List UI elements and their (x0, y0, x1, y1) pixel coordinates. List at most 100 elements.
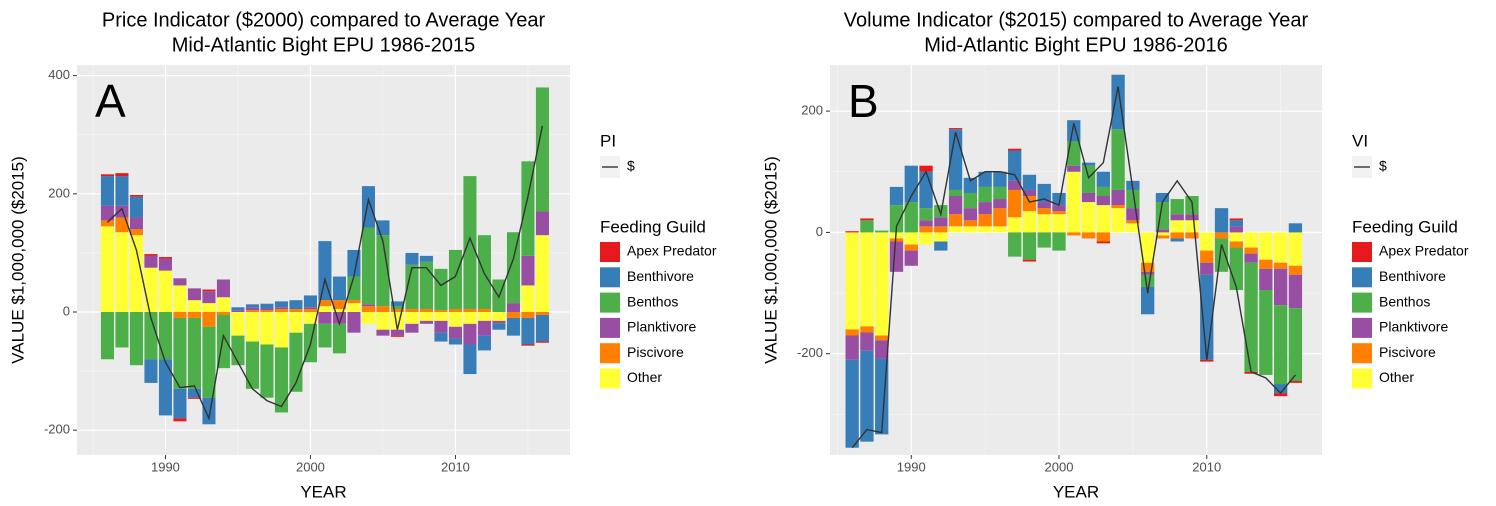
bar-segment (1288, 381, 1303, 383)
bar-segment (919, 171, 933, 209)
bar-segment (202, 291, 216, 304)
legend-label: Other (627, 369, 662, 385)
bar-segment (1170, 220, 1184, 233)
bar-segment (260, 303, 274, 309)
bar-segment (492, 312, 506, 321)
bar-segment (1273, 384, 1288, 394)
bar-segment (1022, 196, 1037, 212)
bar-segment (904, 250, 918, 266)
legend-key (1352, 292, 1372, 313)
bar-segment (231, 335, 245, 366)
bar-segment (1288, 223, 1303, 233)
bar-segment (115, 232, 129, 312)
bar-segment (361, 312, 375, 324)
bar-segment (129, 217, 143, 230)
bar-segment (289, 312, 303, 333)
bar-segment (158, 258, 172, 271)
bar-segment (274, 312, 288, 348)
bar-segment (1081, 232, 1096, 239)
bar-segment (492, 320, 506, 324)
bar-segment (1052, 214, 1066, 233)
bar-segment (993, 208, 1007, 227)
legend-key (1352, 242, 1372, 262)
bar-segment (904, 232, 918, 245)
bar-segment (1185, 220, 1199, 233)
bar-segment (845, 231, 859, 233)
bar-segment (144, 267, 158, 312)
x-tick-label: 1990 (151, 459, 180, 474)
bar-segment (535, 87, 549, 212)
bar-segment (260, 310, 274, 312)
bar-segment (934, 226, 948, 233)
bar-segment (1126, 189, 1140, 209)
chart-title: Volume Indicator ($2015) compared to Ave… (844, 9, 1309, 31)
bar-segment (1037, 208, 1051, 215)
bar-segment (318, 300, 332, 307)
bar-segment (390, 329, 404, 336)
bar-segment (376, 312, 390, 330)
bar-segment (875, 340, 889, 359)
legend-label: Planktivore (1379, 319, 1448, 335)
bar-segment (1022, 211, 1037, 233)
legend-label: Benthos (1379, 293, 1430, 309)
bar-segment (202, 303, 216, 312)
bar-segment (1111, 189, 1125, 206)
legend-key (1352, 267, 1372, 288)
bar-segment (1081, 192, 1096, 203)
bar-segment (187, 397, 201, 399)
bar-segment (1067, 171, 1081, 233)
x-tick-label: 1990 (897, 459, 926, 474)
bar-segment (521, 317, 535, 345)
bar-segment (919, 232, 933, 245)
bar-segment (231, 312, 245, 336)
x-tick-label: 2010 (441, 459, 470, 474)
y-axis-title: VALUE $1,000,000 ($2015) (761, 156, 780, 364)
bar-segment (144, 359, 158, 383)
bar-segment (289, 300, 303, 310)
bar-segment (245, 304, 259, 308)
bar-segment (1244, 253, 1258, 263)
bar-segment (1229, 241, 1243, 248)
bar-segment (1259, 290, 1273, 375)
bar-segment (1200, 262, 1214, 275)
chart-subtitle: Mid-Atlantic Bight EPU 1986-2015 (172, 34, 476, 56)
bar-segment (889, 241, 904, 272)
bar-segment (1244, 247, 1258, 254)
bar-segment (1155, 232, 1170, 236)
panel-label: B (848, 75, 879, 127)
bar-segment (963, 226, 978, 233)
bar-segment (521, 161, 535, 256)
bar-segment (332, 312, 346, 324)
bar-segment (1229, 220, 1243, 227)
bar-segment (303, 307, 317, 310)
bar-segment (332, 276, 346, 301)
bar-segment (477, 320, 491, 336)
bar-segment (216, 297, 230, 312)
bar-segment (919, 220, 933, 227)
bar-segment (1200, 359, 1214, 362)
bar-segment (158, 270, 172, 312)
legend-label: Apex Predator (627, 243, 717, 259)
x-axis-title: YEAR (1053, 482, 1099, 501)
bar-segment (1067, 141, 1081, 166)
chart-subtitle: Mid-Atlantic Bight EPU 1986-2016 (924, 34, 1228, 56)
line (106, 125, 544, 421)
bar-segment (187, 388, 201, 398)
bar-segment (1141, 274, 1155, 287)
bar-segment (1052, 205, 1066, 212)
bar-segment (1022, 174, 1037, 190)
bar-segment (1022, 259, 1037, 262)
legend-title: PI (600, 131, 616, 150)
bar-segment (1096, 205, 1110, 233)
bar-segment (978, 202, 992, 215)
bar-segment (860, 332, 874, 351)
bar-segment (390, 309, 404, 312)
bar-segment (1170, 238, 1184, 242)
bar-segment (993, 199, 1007, 209)
bar-segment (845, 232, 859, 330)
bar-segment (1229, 247, 1243, 291)
bar-segment (187, 317, 201, 389)
bar-segment (376, 329, 390, 336)
y-tick-label: 0 (816, 224, 823, 239)
